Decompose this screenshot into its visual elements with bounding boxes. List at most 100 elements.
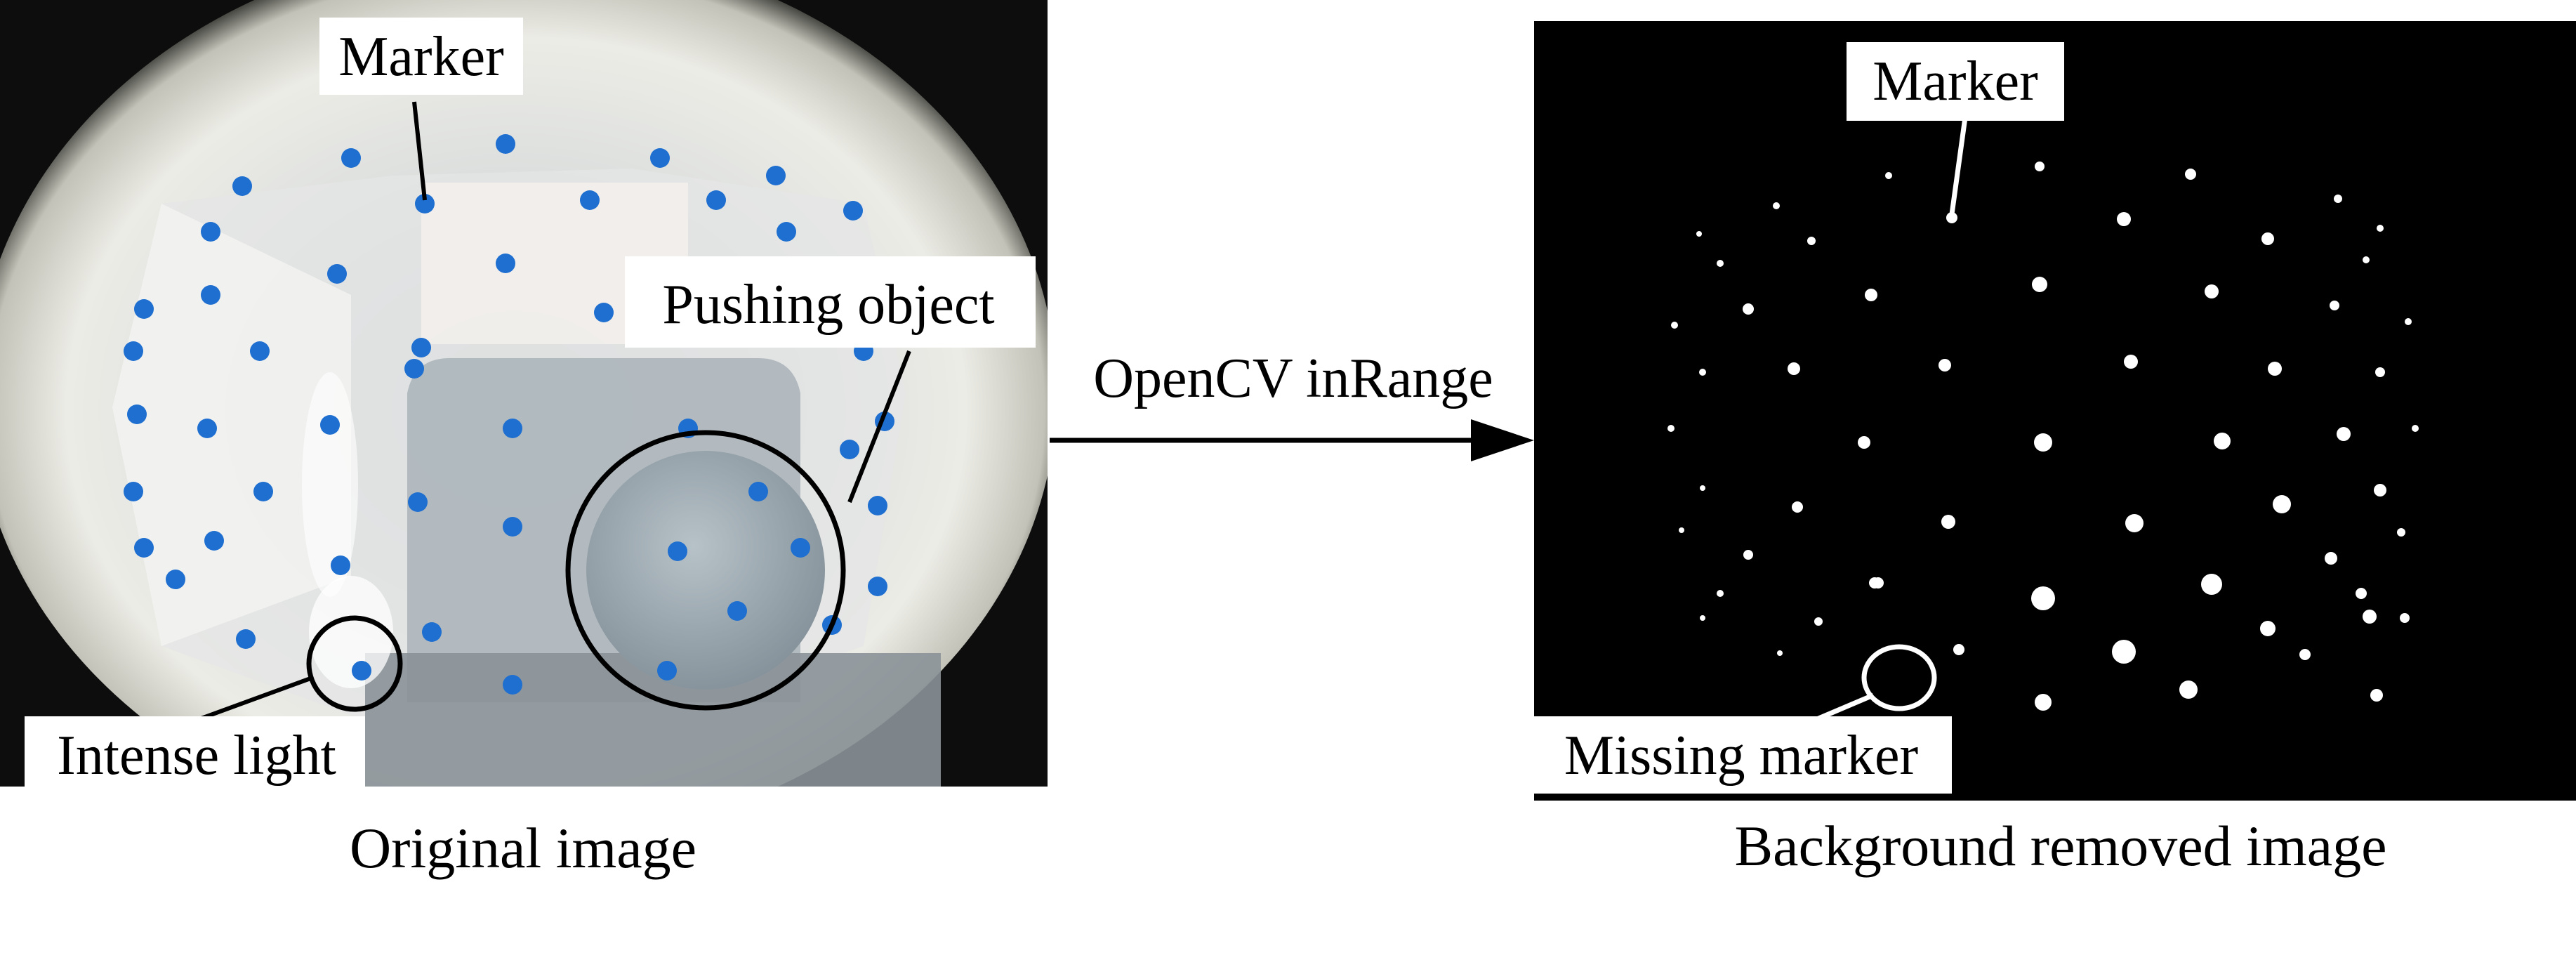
white-marker-dot [2400,613,2410,623]
intense-light-highlight [306,615,403,712]
blue-marker-dot [127,405,147,424]
white-marker-dot [1699,369,1706,376]
blue-marker-dot [580,190,600,210]
blue-marker-dot [766,166,786,185]
white-marker-dot [1667,425,1675,432]
white-marker-dot [2334,195,2342,203]
white-marker-dot [1743,303,1754,315]
box-left-wall [112,204,351,646]
white-marker-dot [2268,362,2282,376]
blue-marker-dot [496,254,515,273]
blue-marker-dot [331,555,350,575]
blue-marker-dot [503,517,522,537]
intense-light-label: Intense light [57,725,336,787]
white-markers [1667,162,2419,711]
blue-marker-dot [201,222,220,242]
white-marker-dot [2260,621,2276,636]
blue-marker-dot [236,629,256,649]
white-marker-dot [1788,362,1800,375]
white-marker-dot [1696,231,1702,237]
white-marker-dot [2273,495,2291,513]
blue-marker-dot [594,303,614,322]
intense-light-label-box [25,716,365,794]
white-marker-dot [2205,284,2219,298]
missing-marker-label: Missing marker [1564,725,1918,787]
blue-marker-dot [503,675,522,695]
blue-marker-dot [124,341,143,361]
blue-marker-dot [134,299,154,319]
arrow-label: OpenCV inRange [1093,348,1493,409]
white-marker-dot [2185,169,2196,180]
blue-marker-dot [650,148,670,168]
blue-marker-dot [327,264,347,284]
blue-marker-dot [134,538,154,558]
blue-marker-dot [408,492,428,512]
white-marker-dot [2179,680,2198,699]
blue-marker-dot [727,601,747,621]
white-marker-dot [2375,367,2385,377]
blue-marker-dot [124,482,143,501]
blue-marker-dot [503,419,522,438]
blue-marker-dot [197,419,217,438]
white-marker-dot [2035,694,2052,711]
blue-marker-dot [777,222,796,242]
white-marker-dot [2035,162,2045,171]
blue-marker-dot [415,194,435,213]
white-marker-dot [1773,202,1780,209]
white-marker-dot [1700,485,1705,491]
white-marker-dot [2031,586,2055,610]
blue-marker-dot [232,176,252,196]
white-marker-dot [2370,689,2383,702]
white-marker-dot [1946,212,1957,223]
blue-marker-dot [843,201,863,221]
blue-marker-dot [657,661,677,680]
blue-marker-dot [320,415,340,435]
missing-marker-label-box [1534,716,1952,794]
pushing-object [586,451,825,690]
white-marker-dot [1938,359,1951,371]
pushing-object-label-box [625,256,1036,348]
original-image-caption: Original image [350,816,696,880]
pushing-object-label: Pushing object [662,274,994,336]
white-marker-dot [2356,588,2367,599]
blue-marker-dot [422,622,442,642]
white-marker-dot [1953,644,1964,655]
white-marker-dot [1792,501,1803,513]
white-marker-dot [2299,649,2311,660]
white-marker-dot [1869,577,1880,589]
arrow-head [1471,419,1534,461]
white-marker-dot [2032,277,2047,292]
white-marker-dot [2363,610,2377,624]
white-marker-dot [2330,301,2339,310]
white-marker-dot [2397,528,2405,537]
white-marker-dot [2337,427,2351,441]
white-marker-dot [2112,640,2136,664]
white-marker-dot [2261,232,2274,245]
processing-arrow: OpenCV inRange [1050,348,1534,461]
white-marker-dot [2117,212,2131,226]
marker-label-right: Marker [1872,51,2037,112]
white-marker-dot [2374,484,2386,497]
blue-marker-dot [341,148,361,168]
white-marker-dot [1807,237,1816,245]
blue-marker-dot [868,577,887,596]
blue-marker-dot [250,341,270,361]
blue-marker-dot [791,538,810,558]
white-marker-dot [1814,617,1823,626]
blue-marker-dot [868,496,887,515]
left-annotations: Marker Pushing object Intense light [25,18,1036,794]
white-marker-dot [2125,514,2144,532]
blue-marker-dot [496,134,515,154]
white-marker-dot [1743,550,1753,560]
blue-marker-dot [166,570,185,589]
white-marker-dot [2201,574,2222,595]
white-marker-dot [1865,289,1877,301]
blue-marker-dot [668,541,687,561]
white-marker-dot [2405,318,2412,325]
white-marker-dot [1941,515,1955,529]
blue-marker-dot [840,440,859,459]
background-removed-panel: Marker Missing marker [1534,21,2576,801]
marker-pointer-line-right [1949,112,1969,215]
background-removed-caption: Background removed image [1734,814,2386,878]
white-marker-dot [1717,590,1724,597]
